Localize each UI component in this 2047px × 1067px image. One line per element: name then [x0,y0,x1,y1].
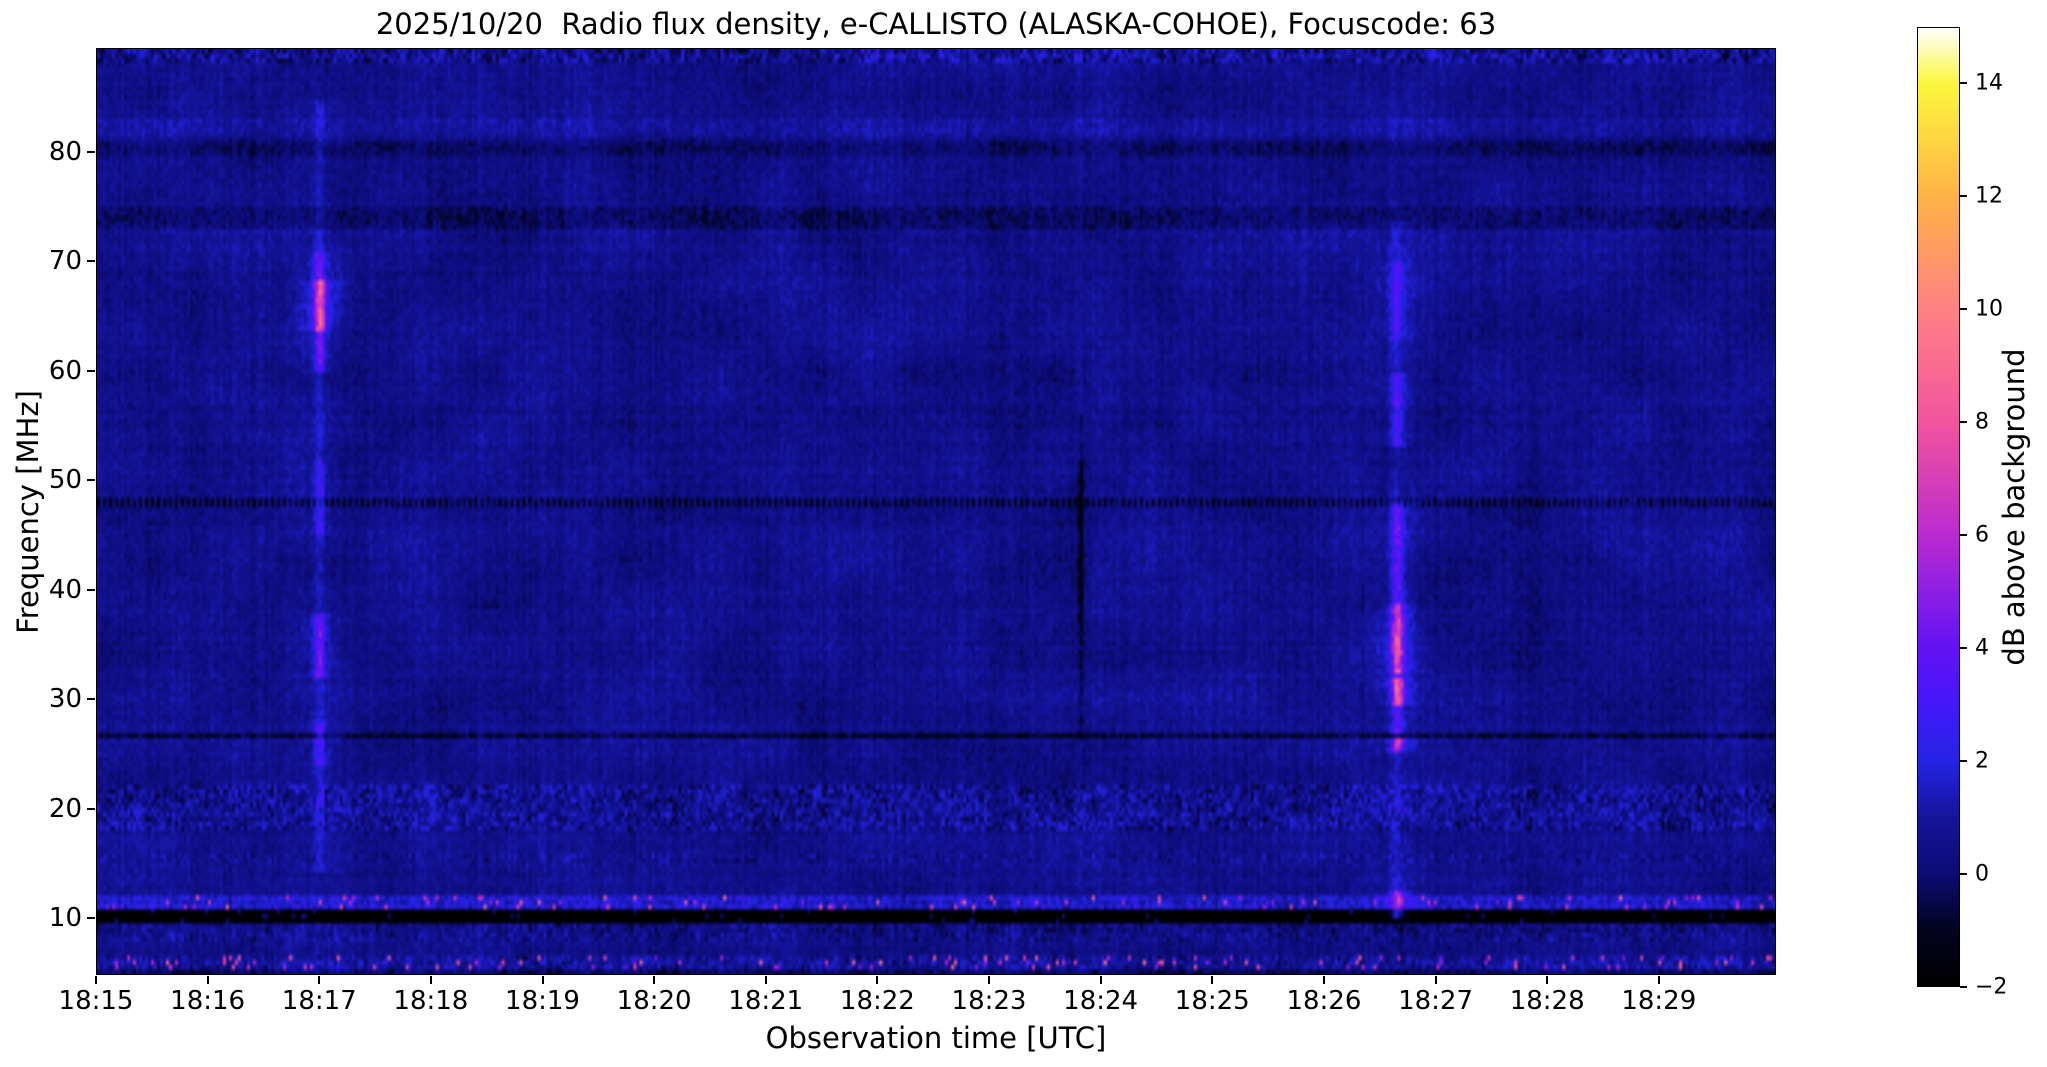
x-tick-label: 18:21 [728,986,804,1016]
colorbar-tick-label: 2 [1975,748,1989,774]
plot-area [96,48,1776,975]
y-tick-label: 10 [48,903,82,934]
x-tick-label: 18:15 [58,986,134,1016]
x-tick-mark [95,976,97,984]
colorbar-tick-mark [1960,308,1967,311]
y-tick-label: 70 [48,246,82,277]
x-tick-label: 18:28 [1509,986,1585,1016]
x-axis-label: Observation time [UTC] [765,1021,1107,1055]
y-tick-label: 50 [48,465,82,496]
chart-title: 2025/10/20 Radio flux density, e-CALLIST… [375,7,1497,41]
colorbar-tick-label: 10 [1975,296,2003,322]
x-tick-mark [541,976,544,984]
colorbar-tick-mark [1960,760,1967,763]
y-tick-mark [87,698,95,701]
colorbar-tick-mark [1960,873,1967,876]
x-tick-mark [764,976,767,984]
x-tick-mark [988,976,991,984]
colorbar-tick-label: 4 [1975,635,1989,661]
y-tick-label: 40 [48,574,82,605]
y-tick-mark [87,150,95,153]
x-tick-label: 18:24 [1063,986,1139,1016]
y-tick-label: 60 [48,355,82,386]
y-tick-label: 30 [48,684,82,715]
spectrogram-canvas [97,49,1775,974]
colorbar-tick-label: −2 [1975,974,2008,1000]
colorbar-tick-mark [1960,986,1967,988]
x-tick-label: 18:23 [951,986,1027,1016]
y-tick-label: 20 [48,793,82,824]
colorbar-tick-mark [1960,195,1967,198]
x-tick-label: 18:25 [1174,986,1250,1016]
x-tick-mark [1211,976,1214,984]
colorbar-tick-mark [1960,421,1967,424]
colorbar-tick-label: 12 [1975,183,2003,209]
colorbar-gradient [1918,28,1959,986]
x-tick-label: 18:29 [1621,986,1697,1016]
colorbar-tick-label: 0 [1975,861,1989,887]
x-tick-mark [206,976,209,984]
x-tick-mark [1099,976,1102,984]
x-tick-label: 18:17 [281,986,357,1016]
x-tick-mark [653,976,656,984]
x-tick-label: 18:20 [616,986,692,1016]
x-tick-label: 18:22 [839,986,915,1016]
y-tick-mark [87,369,95,372]
x-tick-mark [318,976,321,984]
y-tick-mark [87,588,95,591]
y-tick-mark [87,260,95,263]
y-tick-label: 80 [48,136,82,167]
colorbar-tick-mark [1960,82,1967,85]
colorbar-tick-mark [1960,647,1967,650]
colorbar-tick-mark [1960,534,1967,537]
colorbar-tick-label: 6 [1975,522,1989,548]
colorbar-label: dB above background [1997,348,2031,666]
x-tick-label: 18:27 [1398,986,1473,1016]
x-tick-mark [429,976,432,984]
y-tick-mark [87,917,95,920]
x-tick-mark [1434,976,1437,984]
colorbar-tick-label: 8 [1975,409,1989,435]
colorbar-tick-label: 14 [1975,70,2003,96]
colorbar [1917,27,1960,987]
y-tick-mark [87,479,95,482]
x-tick-label: 18:19 [505,986,580,1016]
x-tick-label: 18:18 [393,986,469,1016]
x-tick-mark [1546,976,1549,984]
x-tick-mark [1322,976,1325,984]
x-tick-mark [876,976,879,984]
y-tick-mark [87,807,95,810]
x-tick-label: 18:26 [1286,986,1362,1016]
x-tick-mark [1657,976,1660,984]
x-tick-label: 18:16 [170,986,246,1016]
